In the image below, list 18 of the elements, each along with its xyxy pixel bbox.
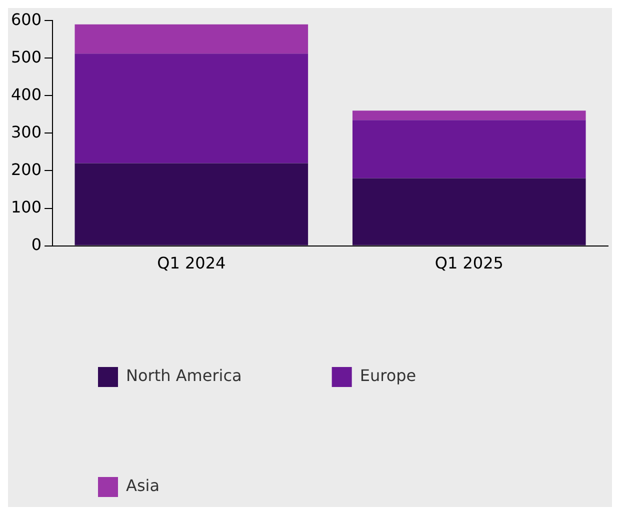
bar — [352, 110, 586, 120]
bar — [74, 163, 308, 246]
y-tick-label: 400 — [10, 84, 42, 104]
y-tick-label: 300 — [10, 122, 42, 142]
y-tick-label: 0 — [31, 234, 42, 254]
x-tick-label: Q1 2024 — [157, 254, 226, 273]
y-tick-label: 200 — [10, 160, 42, 179]
bar — [352, 120, 586, 178]
bar — [74, 24, 308, 54]
x-tick-label: Q1 2025 — [434, 254, 504, 273]
y-tick-label: 600 — [10, 10, 42, 29]
legend-label: Europe — [360, 366, 416, 386]
bar — [352, 178, 586, 246]
bar — [74, 54, 308, 164]
y-tick-label: 500 — [10, 47, 42, 66]
y-tick-label: 100 — [10, 197, 42, 216]
legend-label: North America — [126, 366, 242, 386]
legend-label: Asia — [126, 476, 160, 496]
